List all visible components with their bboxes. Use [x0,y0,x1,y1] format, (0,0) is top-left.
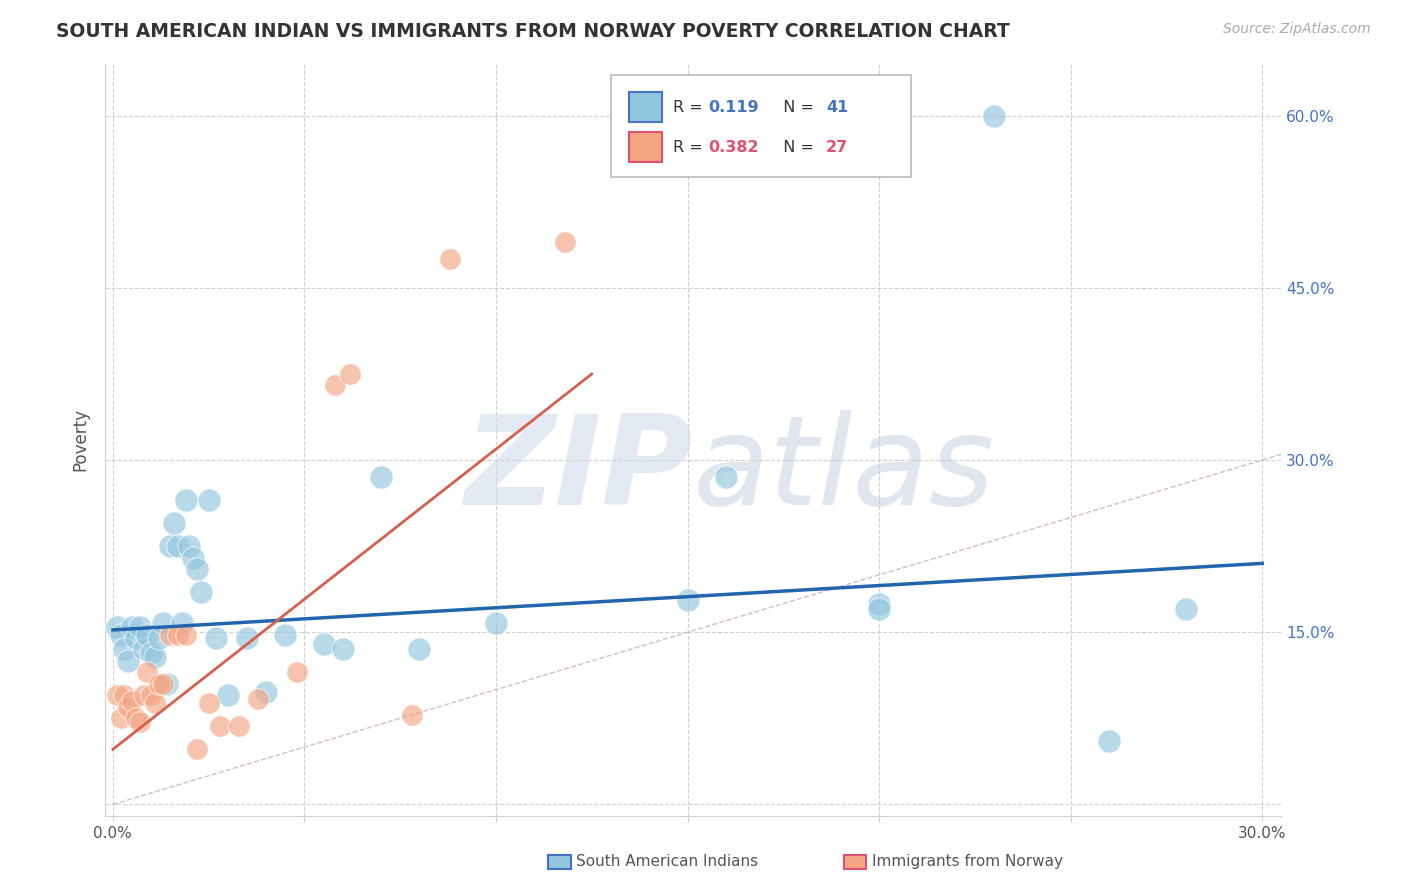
Point [868,602,890,616]
Point [105,619,128,633]
Text: Immigrants from Norway: Immigrants from Norway [872,855,1063,869]
Point [125,631,148,645]
Point [236,631,259,645]
Text: N =: N = [773,100,820,115]
Text: South American Indians: South American Indians [576,855,759,869]
Point [148,631,170,645]
Point [676,593,699,607]
Point [1098,734,1121,748]
Point [112,689,135,703]
Point [174,627,197,641]
Point [148,677,170,691]
Point [152,616,174,631]
Point [143,650,166,665]
Text: N =: N = [773,139,820,154]
Point [159,539,181,553]
Point [401,707,423,722]
Point [174,493,197,508]
Point [323,378,346,392]
Point [485,616,508,631]
Point [136,665,159,680]
Point [152,677,174,691]
Point [112,642,135,657]
Point [105,689,128,703]
Point [143,697,166,711]
Point [121,619,143,633]
Point [554,235,576,249]
Point [167,627,190,641]
Point [312,637,335,651]
Text: R =: R = [673,100,709,115]
Point [197,697,219,711]
Point [408,642,430,657]
Point [132,642,155,657]
Text: 0.119: 0.119 [709,100,759,115]
Point [141,689,163,703]
Text: 27: 27 [827,139,848,154]
Point [186,562,208,576]
Point [141,646,163,660]
Point [285,665,308,680]
Text: SOUTH AMERICAN INDIAN VS IMMIGRANTS FROM NORWAY POVERTY CORRELATION CHART: SOUTH AMERICAN INDIAN VS IMMIGRANTS FROM… [56,22,1010,41]
Point [217,689,239,703]
FancyBboxPatch shape [628,132,662,161]
FancyBboxPatch shape [628,93,662,122]
Point [339,367,361,381]
Point [205,631,228,645]
Point [868,597,890,611]
Point [167,539,190,553]
Point [155,677,177,691]
Text: 0.382: 0.382 [709,139,759,154]
Point [370,470,392,484]
Point [274,627,297,641]
Point [170,616,193,631]
Point [190,585,212,599]
FancyBboxPatch shape [612,75,911,177]
Text: ZIP: ZIP [464,409,693,531]
Point [110,711,132,725]
Point [132,689,155,703]
Point [197,493,219,508]
Point [714,470,737,484]
Point [209,719,232,733]
Point [125,711,148,725]
Point [983,109,1005,123]
Point [254,685,277,699]
Point [439,252,461,267]
Y-axis label: Poverty: Poverty [72,409,89,472]
Text: 41: 41 [827,100,848,115]
Point [179,539,201,553]
Point [1174,602,1197,616]
Point [183,550,205,565]
Point [110,627,132,641]
Text: atlas: atlas [693,409,995,531]
Point [228,719,250,733]
Text: Source: ZipAtlas.com: Source: ZipAtlas.com [1223,22,1371,37]
Point [159,627,181,641]
Text: R =: R = [673,139,709,154]
Point [117,699,139,714]
Point [128,619,150,633]
Point [247,691,270,706]
Point [128,714,150,729]
Point [136,627,159,641]
Point [163,516,186,531]
Point [186,742,208,756]
Point [117,654,139,668]
Point [121,694,143,708]
Point [332,642,354,657]
